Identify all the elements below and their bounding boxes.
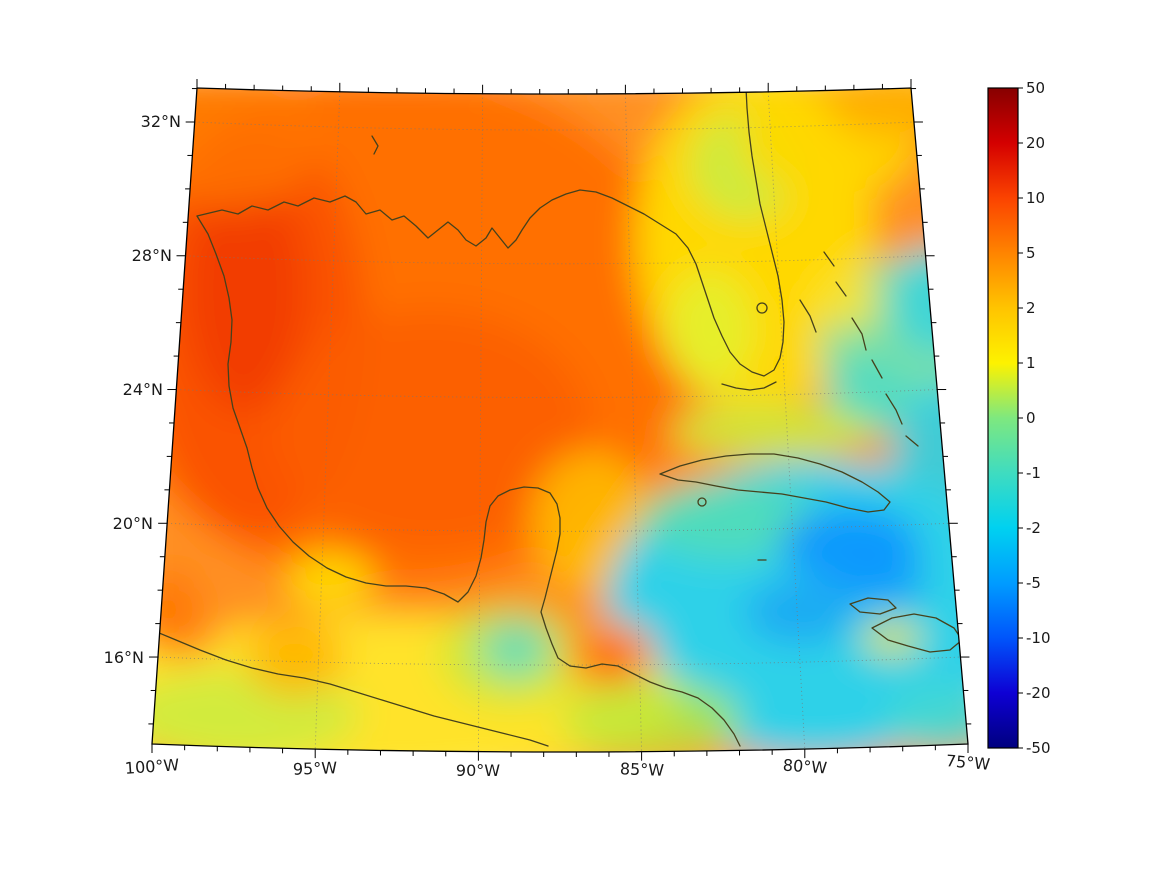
lat-label: 16°N [104, 648, 144, 667]
grid-meridian [314, 91, 341, 750]
cbar-label: 50 [1026, 79, 1045, 97]
coastline-pacific [152, 629, 549, 747]
lon-label: 80°W [782, 755, 828, 777]
cbar-label: 20 [1026, 134, 1045, 152]
cbar-label: 10 [1026, 189, 1045, 207]
coastlines [152, 88, 963, 747]
cbar-label: -2 [1026, 519, 1041, 537]
grid-parallel [176, 389, 938, 398]
bahamas-islands [799, 251, 919, 447]
coastline-cuba [659, 453, 891, 513]
colorbar-labels: 50 20 10 5 2 1 0 -1 -2 -5 -10 -20 -50 [1026, 79, 1051, 757]
grid-meridian [767, 91, 806, 750]
grid-meridian [624, 93, 643, 752]
cbar-label: -50 [1026, 739, 1051, 757]
colorbar: 50 20 10 5 2 1 0 -1 -2 -5 -10 -20 -50 [987, 79, 1051, 757]
cbar-label: -1 [1026, 464, 1041, 482]
map-border [151, 87, 969, 753]
lon-label: 95°W [293, 758, 338, 779]
lat-label: 24°N [123, 380, 163, 399]
axis-ticks [148, 79, 972, 761]
lat-label: 32°N [141, 112, 181, 131]
longitude-axis: 100°W 95°W 90°W 85°W 80°W 75°W [124, 751, 991, 780]
cbar-label: 1 [1026, 354, 1036, 372]
isle-of-youth [697, 497, 707, 507]
colorbar-ticks [1018, 87, 1023, 749]
cbar-label: -20 [1026, 684, 1051, 702]
lon-label: 75°W [945, 751, 991, 774]
colorbar-gradient [987, 87, 1019, 749]
coastline-mexico-gulf-yucatan [196, 215, 741, 747]
graticule [157, 91, 961, 752]
lake-okeechobee [756, 302, 768, 314]
inland-lake [371, 135, 379, 155]
lon-label: 90°W [456, 761, 500, 780]
cbar-label: 0 [1026, 409, 1036, 427]
lat-label: 20°N [113, 514, 153, 533]
florida-keys [721, 381, 777, 391]
field-layer [152, 88, 968, 752]
lat-label: 28°N [132, 246, 172, 265]
coastline-us-gulf-florida [196, 88, 785, 377]
lon-label: 100°W [124, 755, 180, 778]
coastline-jamaica [849, 597, 897, 615]
latitude-axis: 32°N 28°N 24°N 20°N 16°N [104, 112, 181, 667]
cbar-label: 5 [1026, 244, 1036, 262]
lon-label: 85°W [620, 759, 665, 780]
grid-meridian [477, 93, 484, 752]
cbar-label: -5 [1026, 574, 1041, 592]
cbar-label: 2 [1026, 299, 1036, 317]
cbar-label: -10 [1026, 629, 1051, 647]
